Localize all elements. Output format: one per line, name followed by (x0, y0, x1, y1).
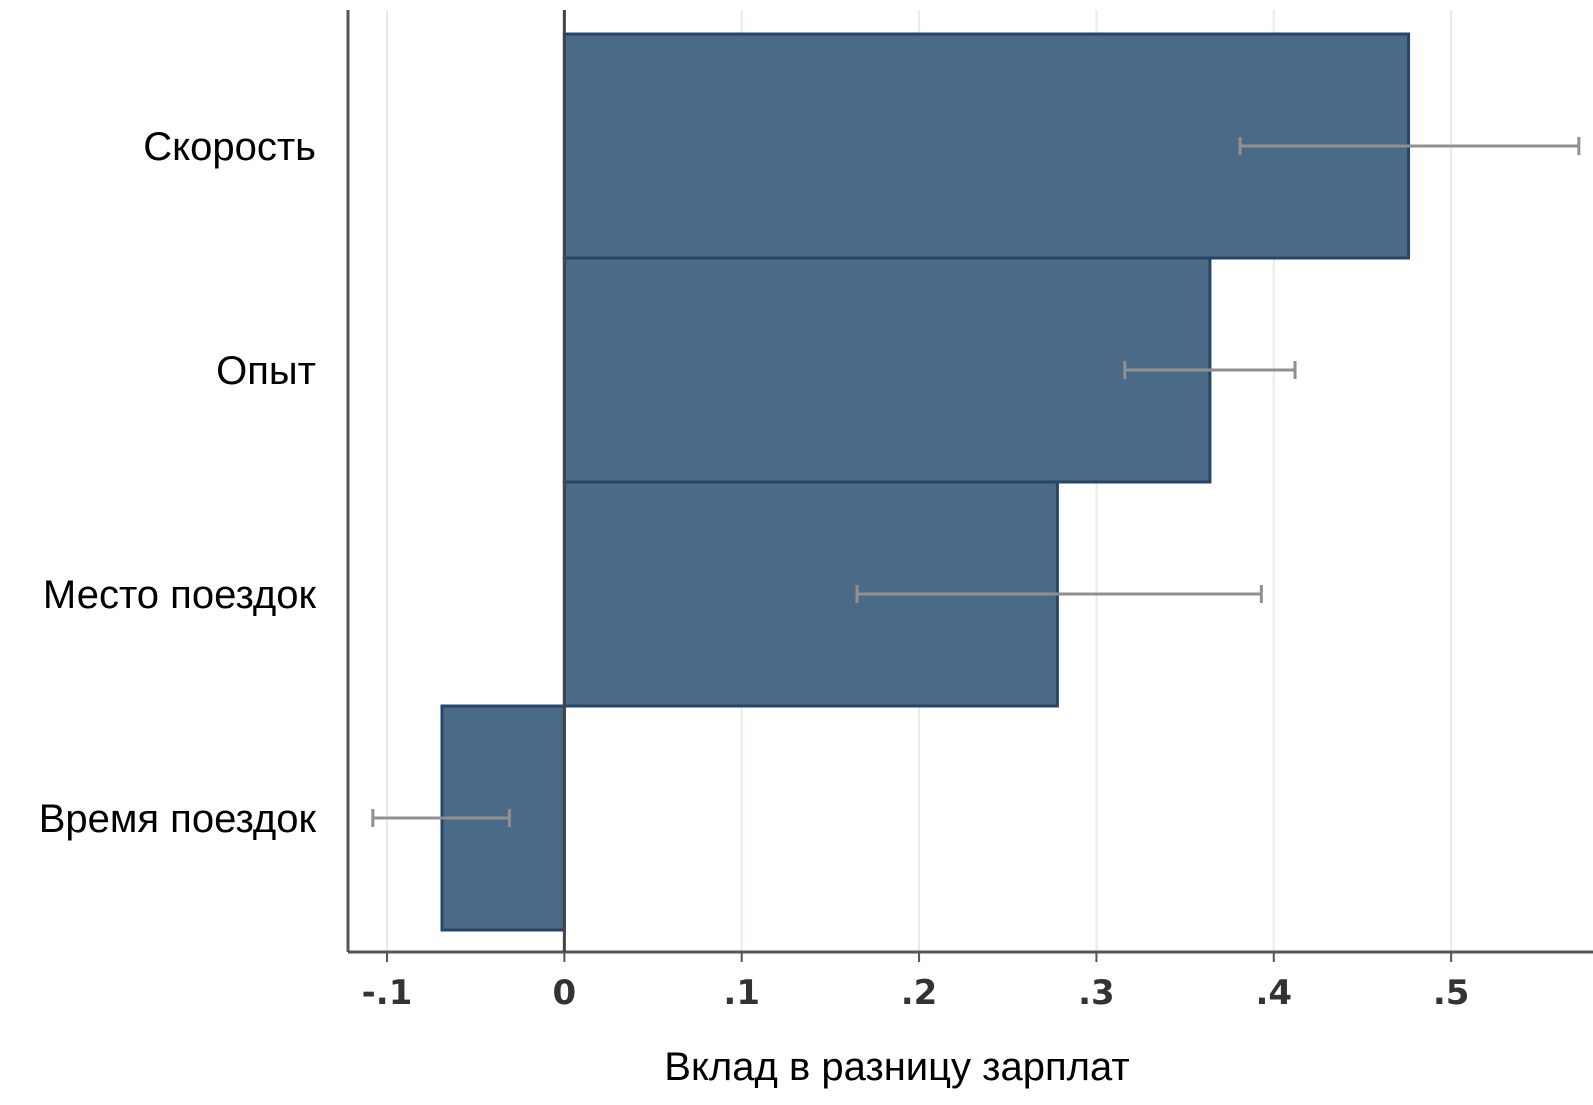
category-label: Время поездок (39, 797, 317, 841)
error-bars (371, 137, 1581, 827)
bars (440, 32, 1411, 932)
x-tick-label: 0 (553, 973, 577, 1013)
category-label: Опыт (216, 349, 316, 393)
x-axis-title: Вклад в разницу зарплат (664, 1045, 1129, 1089)
category-label: Скорость (143, 125, 316, 169)
x-tick-label: .5 (1433, 973, 1470, 1013)
x-tick-label: .4 (1255, 973, 1292, 1013)
x-tick-label: .1 (723, 973, 760, 1013)
bar (562, 256, 1212, 484)
x-tick-label: .3 (1078, 973, 1115, 1013)
axes (346, 10, 1593, 954)
x-tick-label: .2 (901, 973, 938, 1013)
category-label: Место поездок (43, 573, 317, 617)
category-labels: Скорость Опыт Место поездок Время поездок (39, 125, 317, 841)
x-ticks: -.1 0 .1 .2 .3 .4 .5 (362, 952, 1470, 1013)
x-tick-label: -.1 (362, 973, 413, 1013)
